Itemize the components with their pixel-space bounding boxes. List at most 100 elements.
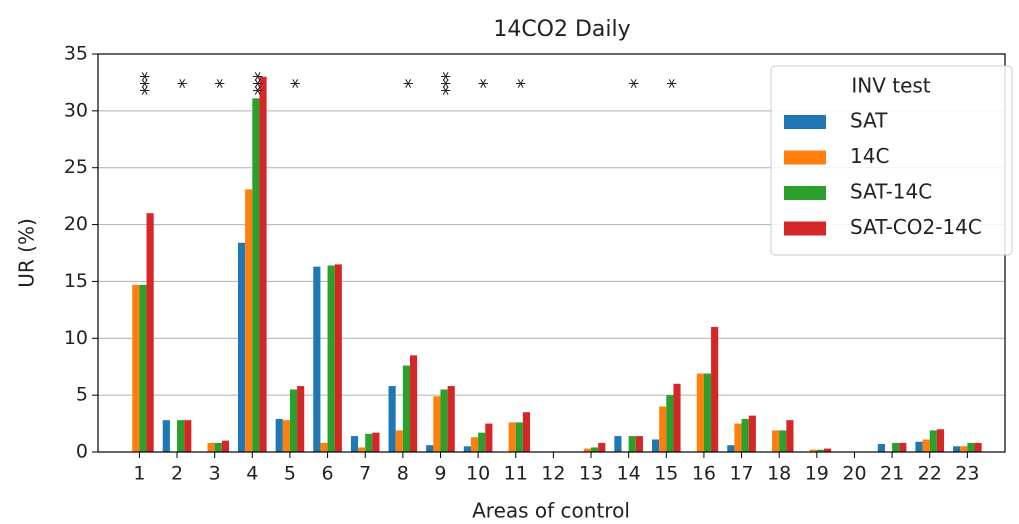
- bar: [515, 422, 523, 452]
- bar: [953, 446, 961, 452]
- bar: [470, 437, 479, 452]
- bar: [922, 439, 930, 452]
- bar: [929, 430, 937, 452]
- x-tick-label: 22: [918, 463, 942, 485]
- bar: [440, 389, 448, 452]
- bar: [628, 436, 636, 452]
- bar: [786, 420, 794, 452]
- bar: [673, 383, 681, 452]
- bar: [282, 420, 290, 452]
- x-tick-label: 14: [617, 463, 641, 485]
- x-tick-label: 21: [880, 463, 904, 485]
- x-tick-label: 13: [579, 463, 603, 485]
- significance-marker: *: [167, 79, 191, 89]
- x-tick-label: 4: [246, 463, 258, 485]
- bar: [320, 442, 328, 452]
- chart-title: 14CO2 Daily: [493, 17, 630, 42]
- bar: [892, 442, 900, 452]
- bar: [334, 264, 342, 452]
- bar: [635, 436, 643, 452]
- bar: [395, 430, 403, 452]
- bar: [809, 449, 817, 452]
- bar: [508, 422, 516, 452]
- legend-label: SAT-CO2-14C: [850, 215, 982, 239]
- x-tick-label: 17: [729, 463, 753, 485]
- x-tick-label: 3: [209, 463, 221, 485]
- bar: [734, 423, 742, 452]
- bar: [327, 265, 335, 452]
- legend-label: 14C: [850, 144, 889, 168]
- x-tick-label: 10: [466, 463, 490, 485]
- significance-marker: *: [204, 79, 228, 89]
- bar: [779, 430, 787, 452]
- x-tick-label: 20: [842, 463, 866, 485]
- bar: [409, 355, 418, 452]
- x-tick-label: 9: [434, 463, 446, 485]
- bar: [447, 386, 455, 452]
- bar: [651, 439, 660, 452]
- bar: [877, 444, 885, 452]
- significance-marker: *: [656, 79, 680, 89]
- x-tick-label: 1: [133, 463, 145, 485]
- bar: [259, 76, 267, 452]
- y-tick-label: 0: [76, 441, 88, 463]
- x-tick-label: 18: [767, 463, 791, 485]
- x-tick-label: 19: [805, 463, 829, 485]
- bar: [696, 373, 704, 452]
- significance-marker: *: [505, 79, 529, 89]
- significance-marker: ***: [430, 72, 454, 96]
- bar: [666, 395, 674, 452]
- y-tick-label: 25: [64, 156, 88, 178]
- bar: [184, 420, 192, 452]
- bar: [772, 430, 780, 452]
- bar: [659, 406, 667, 452]
- legend-swatch: [784, 115, 826, 129]
- y-axis-label: UR (%): [15, 218, 39, 288]
- bar: [614, 436, 622, 452]
- bar: [365, 433, 373, 452]
- x-tick-label: 7: [359, 463, 371, 485]
- x-tick-label: 15: [654, 463, 678, 485]
- bar: [275, 419, 283, 452]
- bar: [823, 448, 832, 452]
- legend-swatch: [784, 186, 826, 200]
- bar: [426, 445, 434, 452]
- bar: [711, 326, 719, 452]
- bar: [583, 448, 592, 452]
- bar: [289, 389, 298, 452]
- bar: [748, 415, 756, 452]
- bar: [350, 436, 359, 452]
- legend-swatch: [784, 150, 826, 165]
- bar: [372, 432, 380, 452]
- y-tick-label: 10: [64, 327, 88, 349]
- legend-label: SAT-14C: [850, 180, 932, 204]
- bar: [899, 442, 907, 452]
- legend-box: [770, 65, 1013, 256]
- bar: [960, 446, 968, 452]
- bar: [252, 98, 260, 452]
- bar: [162, 420, 170, 452]
- bar: [727, 445, 735, 452]
- y-tick-label: 30: [64, 99, 88, 121]
- bar: [967, 442, 975, 452]
- y-tick-label: 20: [64, 213, 88, 235]
- bar: [214, 442, 222, 452]
- x-tick-label: 11: [504, 463, 528, 485]
- bar: [703, 373, 712, 452]
- bar: [146, 213, 154, 452]
- bar: [221, 440, 229, 452]
- x-tick-label: 5: [284, 463, 296, 485]
- y-tick-label: 35: [64, 43, 88, 65]
- significance-marker: *: [618, 79, 642, 89]
- significance-marker: *: [468, 79, 492, 89]
- bar: [522, 412, 531, 452]
- significance-marker: ***: [242, 72, 266, 96]
- x-tick-label: 23: [955, 463, 979, 485]
- legend-swatch: [784, 221, 826, 236]
- bar: [463, 446, 471, 452]
- bar: [478, 432, 486, 452]
- bar: [485, 423, 493, 452]
- bar: [915, 441, 923, 452]
- bar: [974, 442, 982, 452]
